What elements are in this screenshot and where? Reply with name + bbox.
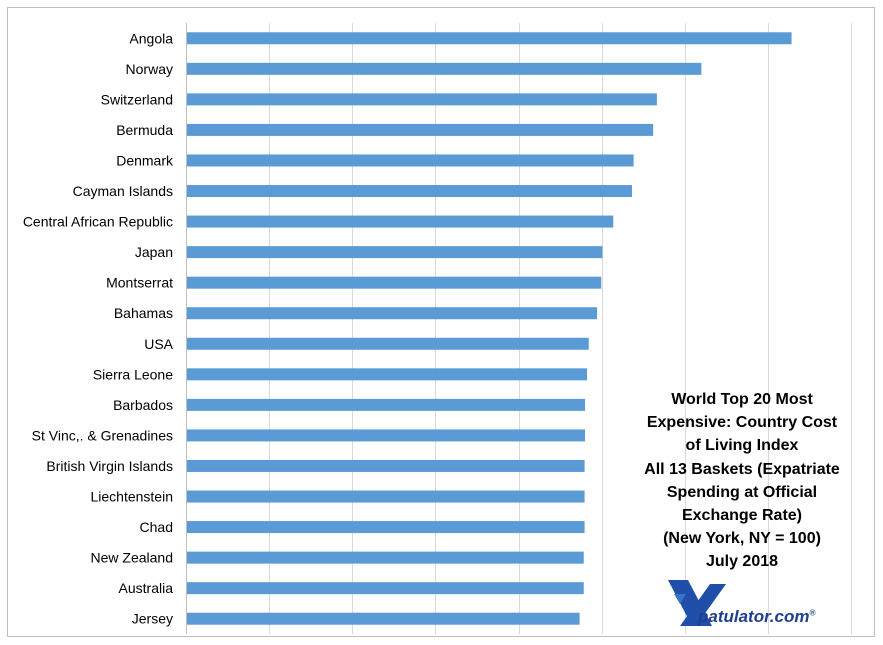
bar	[187, 276, 602, 289]
chart-title-line: Expensive: Country Cost	[646, 414, 838, 432]
bar	[187, 490, 585, 503]
category-label: Angola	[129, 30, 173, 46]
bar	[187, 307, 598, 320]
bar	[187, 93, 657, 106]
bar	[187, 215, 614, 228]
category-labels: Angola Norway Switzerland Bermuda Denmark Cay…	[23, 30, 174, 626]
category-label: New Zealand	[91, 550, 174, 566]
bar	[187, 185, 632, 198]
xpatulator-logo-icon	[668, 580, 726, 626]
bar	[187, 32, 792, 45]
bar	[187, 582, 584, 595]
category-label: Japan	[135, 244, 173, 260]
category-label: Switzerland	[101, 91, 173, 107]
bar	[187, 551, 584, 564]
category-label: Central African Republic	[23, 214, 173, 230]
registered-mark: ®	[809, 608, 816, 618]
bar	[187, 123, 654, 136]
category-label: Bermuda	[116, 122, 173, 138]
logo-x-stroke-b	[680, 584, 726, 626]
category-label: Sierra Leone	[93, 366, 173, 382]
category-label: Australia	[119, 580, 174, 596]
category-label: Montserrat	[106, 275, 173, 291]
bars	[187, 32, 792, 625]
chart-title-line: July 2018	[705, 553, 779, 571]
category-label: Norway	[126, 61, 173, 77]
chart-title-line: of Living Index	[685, 437, 799, 455]
chart-title: World Top 20 Most Expensive: Country Cos…	[628, 388, 856, 574]
category-label: St Vinc,. & Grenadines	[32, 427, 173, 443]
category-label: Chad	[140, 519, 173, 535]
logo-brand-text: patulator.com®	[698, 607, 815, 627]
bar	[187, 368, 588, 381]
bar	[187, 429, 585, 442]
bar	[187, 62, 702, 75]
chart-title-line: All 13 Baskets (Expatriate	[644, 460, 840, 478]
bar	[187, 337, 589, 350]
category-label: USA	[144, 336, 173, 352]
category-label: Denmark	[116, 152, 174, 168]
category-label: Liechtenstein	[90, 489, 173, 505]
bar	[187, 398, 585, 411]
logo-brand-label: patulator.com	[698, 607, 810, 626]
chart-title-line: (New York, NY = 100)	[663, 530, 821, 548]
category-label: Cayman Islands	[73, 183, 173, 199]
category-label: British Virgin Islands	[46, 458, 173, 474]
category-label: Barbados	[113, 397, 173, 413]
chart-title-line: Spending at Official	[666, 483, 818, 501]
bar	[187, 521, 585, 534]
category-label: Jersey	[132, 611, 173, 627]
chart-title-line: Exchange Rate)	[681, 507, 803, 525]
bar	[187, 246, 603, 259]
bar	[187, 154, 634, 167]
chart-title-line: World Top 20 Most	[671, 391, 813, 408]
bar	[187, 612, 580, 625]
logo-x-accent	[674, 594, 686, 604]
bar	[187, 459, 585, 472]
category-label: Bahamas	[114, 305, 173, 321]
